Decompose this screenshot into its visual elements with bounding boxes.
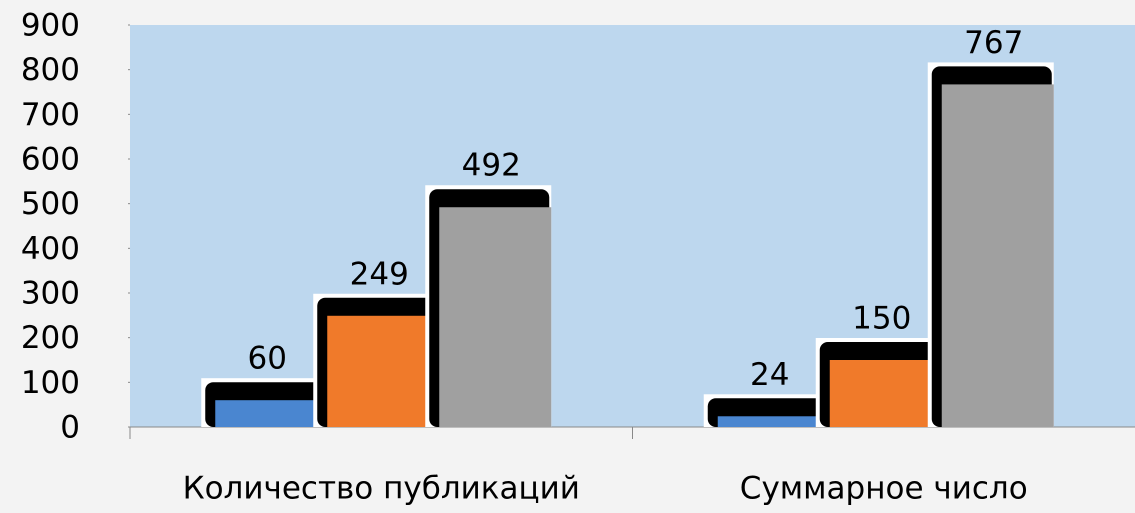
y-tick-label: 100	[21, 365, 80, 401]
y-tick-label: 400	[21, 231, 80, 267]
y-tick-label: 800	[21, 52, 80, 88]
data-label: 492	[462, 148, 521, 184]
x-tick-label: Количество публикаций	[183, 471, 580, 507]
x-tick-label: Суммарное число	[740, 471, 1028, 507]
y-tick-label: 200	[21, 320, 80, 356]
y-tick-label: 500	[21, 186, 80, 222]
data-label: 60	[248, 341, 287, 377]
y-tick-label: 300	[21, 276, 80, 312]
bar	[215, 400, 328, 427]
y-tick-label: 0	[60, 410, 80, 446]
bar	[439, 207, 552, 427]
data-label: 767	[964, 25, 1023, 61]
y-tick-label: 700	[21, 97, 80, 133]
data-label: 249	[350, 256, 409, 292]
y-tick-label: 600	[21, 142, 80, 178]
y-tick-label: 900	[21, 8, 80, 44]
bar	[327, 315, 440, 427]
data-label: 150	[852, 301, 911, 337]
bar	[717, 416, 830, 427]
data-label: 24	[750, 357, 789, 393]
bar	[941, 84, 1054, 427]
bar	[829, 360, 942, 427]
